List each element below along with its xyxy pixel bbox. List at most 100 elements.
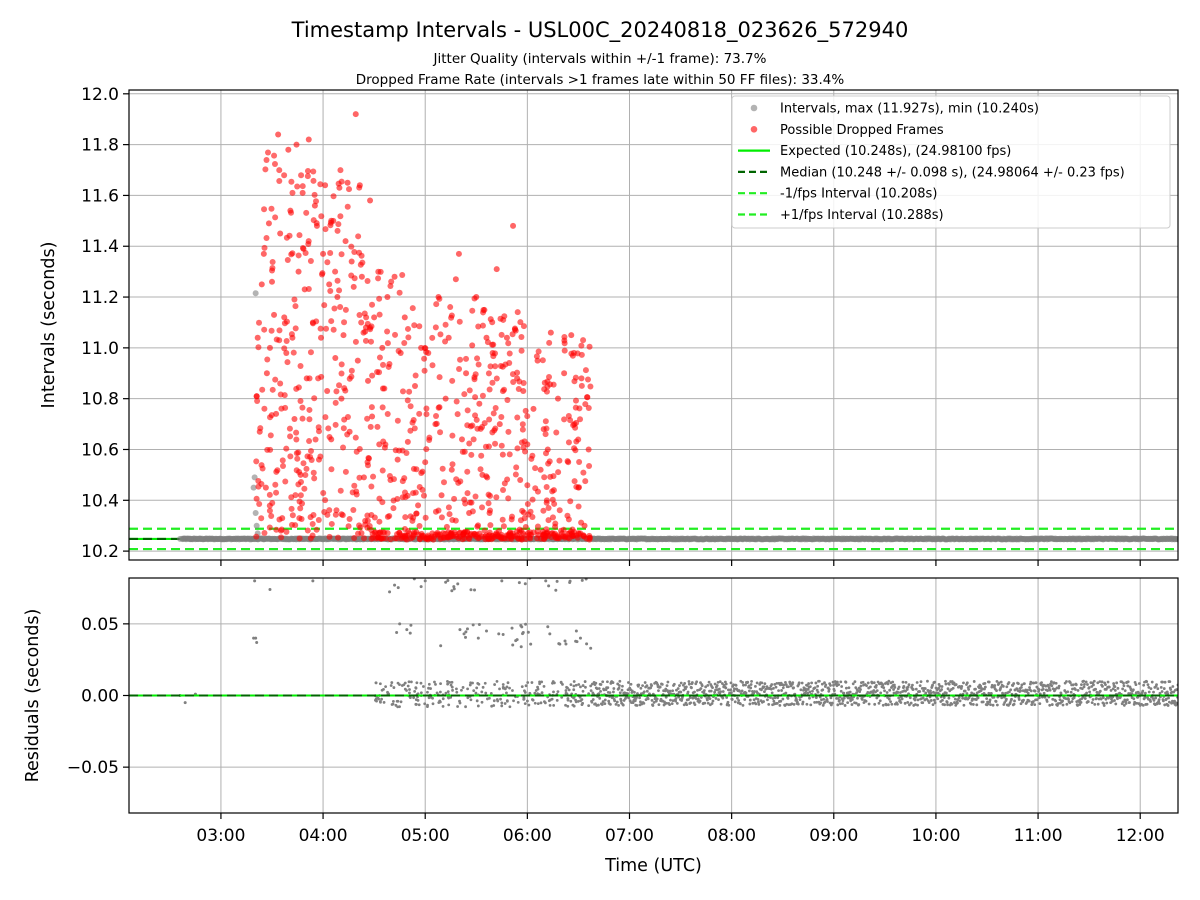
residual-point [469,588,473,592]
residual-point [1007,690,1011,694]
residual-point [804,689,808,693]
residual-point [1065,702,1069,706]
residual-point [686,690,690,694]
dropped-frame-point [367,423,374,430]
dropped-frame-point [284,256,291,263]
dropped-frame-point [261,244,268,251]
residual-point [1057,684,1061,688]
dropped-frame-point [481,527,488,534]
dropped-frame-point [283,337,290,344]
residual-point [489,692,493,695]
dropped-frame-point [287,433,294,440]
dropped-frame-point [586,536,593,543]
dropped-frame-point [315,517,322,524]
dropped-frame-point [255,344,262,351]
residual-point [1156,687,1160,691]
residual-point [684,685,688,689]
residual-point [775,702,779,705]
dropped-frame-point [573,438,580,445]
residual-point [823,681,826,685]
dropped-frame-point [457,356,464,363]
residual-point [753,690,756,693]
residual-point [714,697,718,700]
residual-point [1162,687,1166,690]
dropped-frame-point [585,446,592,453]
residual-point [1048,688,1052,692]
residual-point [408,688,411,691]
residual-point [447,703,451,707]
residual-point [844,686,848,690]
dropped-frame-point [261,206,268,213]
dropped-frame-point [304,527,311,534]
residual-point [865,684,868,688]
residual-point [621,703,625,707]
residual-point [594,681,598,685]
residual-point [554,588,558,592]
residual-point [1082,679,1086,683]
dropped-frame-point [255,483,262,490]
residual-point [989,692,993,695]
dropped-frame-point [582,367,589,374]
residual-point [668,689,672,693]
residual-point [832,689,836,693]
residual-point [710,702,714,705]
residual-point [1175,688,1178,691]
dropped-frame-point [320,250,327,257]
dropped-frame-point [307,349,314,356]
dropped-frame-point [279,457,286,464]
residual-point [873,702,877,706]
dropped-frame-point [572,397,579,404]
dropped-frame-point [394,417,401,424]
residual-point [1134,683,1138,686]
residual-point [766,698,769,702]
residual-point [1102,704,1106,707]
residual-point [832,683,835,687]
residual-point [906,685,910,689]
dropped-frame-point [268,278,275,285]
residual-point [1106,680,1110,684]
residual-point [763,690,766,694]
residual-point [840,685,844,688]
dropped-frame-point [533,353,540,360]
dropped-frame-point [555,534,562,541]
residual-point [696,688,699,692]
dropped-frame-point [319,270,326,277]
residual-point [671,689,675,693]
dropped-frame-point [500,535,507,542]
residual-point [797,681,801,685]
top-y-tick-label: 11.2 [81,288,119,308]
dropped-frame-point [364,277,371,284]
residual-point [417,703,421,707]
dropped-frame-point [333,507,340,514]
residual-point [536,687,540,691]
dropped-frame-point [565,439,572,446]
dropped-frame-point [411,382,418,389]
residual-point [743,698,747,701]
residual-point [883,689,886,693]
residual-point [480,700,484,704]
residual-point [500,579,504,583]
residual-point [477,682,481,686]
dropped-frame-point [547,473,554,480]
top-panel-frame [128,89,1179,561]
residual-point [992,695,996,699]
residual-point [587,704,591,708]
dropped-frame-point [429,334,436,341]
residual-point [999,686,1003,689]
residual-point [929,689,932,693]
residual-point [877,701,881,705]
dropped-frame-point [322,497,329,504]
residual-point [875,689,879,693]
residual-point [748,702,752,706]
residual-point [599,689,602,693]
residual-point [887,697,891,701]
residual-point [711,686,714,690]
legend-label: Expected (10.248s), (24.98100 fps) [780,144,1011,159]
residual-point [572,684,576,688]
residual-point [540,680,544,684]
residual-point [1093,702,1097,706]
dropped-frame-point [376,311,383,318]
residual-point [595,687,599,691]
residual-point [719,702,723,706]
